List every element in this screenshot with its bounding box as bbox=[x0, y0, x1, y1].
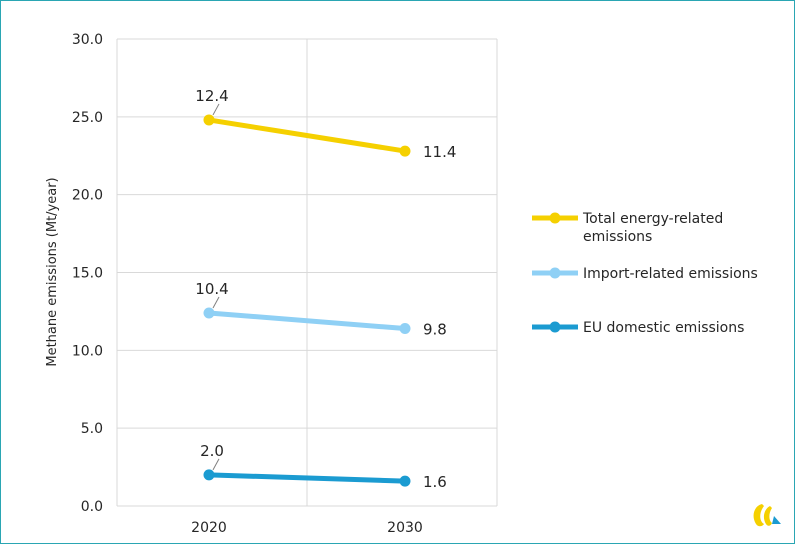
y-tick-label: 25.0 bbox=[72, 110, 103, 126]
series-line bbox=[206, 117, 408, 154]
legend-label: emissions bbox=[583, 229, 652, 245]
logo-icon bbox=[753, 504, 781, 527]
data-point bbox=[203, 114, 215, 126]
legend-item: EU domestic emissions bbox=[532, 320, 744, 336]
data-point bbox=[203, 307, 215, 319]
series-lines: 12.4 11.4 10.4 9.8 2.0 1.6 bbox=[195, 87, 456, 491]
legend-item: Total energy-related emissions bbox=[532, 211, 723, 245]
data-point bbox=[203, 469, 215, 481]
y-tick-label: 0.0 bbox=[81, 499, 103, 515]
y-tick-label: 15.0 bbox=[72, 266, 103, 282]
series-1: 10.4 9.8 bbox=[195, 280, 447, 339]
series-line bbox=[206, 472, 408, 484]
y-tick-label: 20.0 bbox=[72, 188, 103, 204]
gridlines bbox=[116, 38, 498, 507]
data-label: 1.6 bbox=[423, 473, 447, 491]
legend-marker bbox=[549, 321, 561, 333]
y-tick-label: 30.0 bbox=[72, 32, 103, 48]
y-tick-labels: 0.0 5.0 10.0 15.0 20.0 25.0 30.0 bbox=[72, 32, 103, 515]
data-label: 11.4 bbox=[423, 143, 456, 161]
legend-item: Import-related emissions bbox=[532, 266, 758, 282]
label-leader bbox=[212, 103, 220, 116]
legend: Total energy-related emissions Import-rela… bbox=[532, 211, 758, 336]
legend-label: Import-related emissions bbox=[583, 266, 758, 282]
data-label: 9.8 bbox=[423, 321, 447, 339]
legend-marker bbox=[549, 267, 561, 279]
legend-label: Total energy-related bbox=[582, 211, 723, 227]
y-tick-label: 5.0 bbox=[81, 421, 103, 437]
x-tick-label: 2020 bbox=[191, 520, 227, 536]
data-point bbox=[399, 323, 411, 335]
y-tick-label: 10.0 bbox=[72, 343, 103, 359]
x-tick-label: 2030 bbox=[387, 520, 423, 536]
data-label: 10.4 bbox=[195, 280, 228, 298]
x-tick-labels: 2020 2030 bbox=[191, 520, 423, 536]
legend-label: EU domestic emissions bbox=[583, 320, 744, 336]
legend-marker bbox=[549, 212, 561, 224]
label-leader bbox=[212, 458, 220, 471]
series-line bbox=[206, 310, 408, 332]
series-0: 12.4 11.4 bbox=[195, 87, 456, 161]
series-2: 2.0 1.6 bbox=[200, 442, 447, 491]
data-point bbox=[399, 475, 411, 487]
data-label: 2.0 bbox=[200, 442, 224, 460]
label-leader bbox=[212, 296, 220, 309]
data-point bbox=[399, 145, 411, 157]
y-axis-title: Methane emissions (Mt/year) bbox=[45, 177, 60, 366]
data-label: 12.4 bbox=[195, 87, 228, 105]
